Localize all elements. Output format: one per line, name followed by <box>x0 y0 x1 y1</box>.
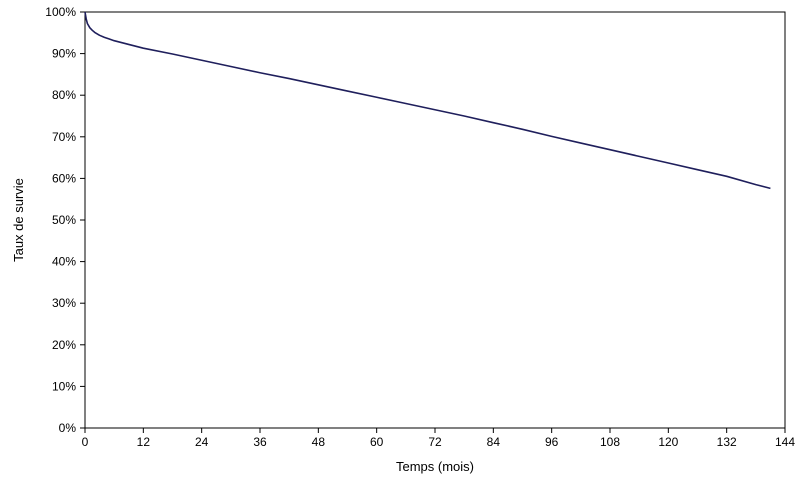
x-tick-label: 96 <box>545 435 559 449</box>
y-axis-ticks: 0% 10% 20% 30% 40% 50% 60% 70% 80% 90% 100% <box>45 5 85 435</box>
x-tick-label: 24 <box>195 435 209 449</box>
x-tick-label: 120 <box>658 435 678 449</box>
x-axis-ticks: 0 12 24 36 48 60 72 84 96 108 120 132 144 <box>82 428 795 449</box>
x-tick-label: 132 <box>717 435 737 449</box>
x-tick-label: 12 <box>137 435 151 449</box>
x-tick-label: 0 <box>82 435 89 449</box>
y-tick-label: 70% <box>52 130 76 144</box>
x-tick-label: 72 <box>428 435 442 449</box>
y-tick-label: 40% <box>52 255 76 269</box>
y-tick-label: 0% <box>59 421 77 435</box>
y-tick-label: 30% <box>52 296 76 310</box>
x-axis-title: Temps (mois) <box>396 459 474 474</box>
y-tick-label: 80% <box>52 88 76 102</box>
series-layer <box>84 11 771 190</box>
x-tick-label: 144 <box>775 435 795 449</box>
y-tick-label: 60% <box>52 171 76 185</box>
y-tick-label: 20% <box>52 338 76 352</box>
plot-frame <box>84 11 786 429</box>
x-tick-label: 48 <box>312 435 326 449</box>
y-tick-label: 50% <box>52 213 76 227</box>
x-tick-label: 36 <box>253 435 267 449</box>
x-tick-label: 60 <box>370 435 384 449</box>
y-tick-label: 90% <box>52 47 76 61</box>
y-tick-label: 100% <box>45 5 76 19</box>
y-tick-label: 10% <box>52 379 76 393</box>
x-tick-label: 108 <box>600 435 620 449</box>
survival-curve <box>84 11 771 190</box>
y-axis-title: Taux de survie <box>11 178 26 262</box>
x-tick-label: 84 <box>487 435 501 449</box>
